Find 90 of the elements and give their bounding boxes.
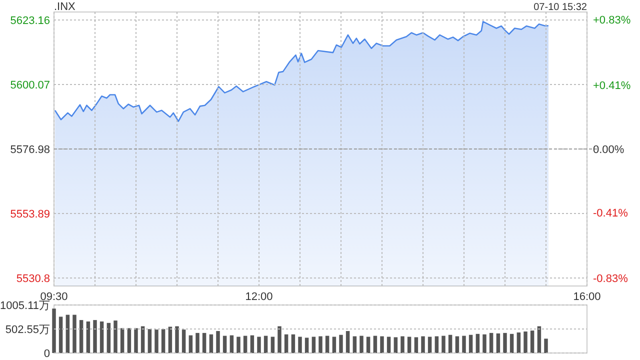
bar [188, 335, 193, 353]
bar [442, 336, 446, 353]
bar [278, 326, 282, 353]
bar [516, 332, 521, 353]
bar [58, 316, 63, 353]
bar [332, 336, 336, 353]
y2-tick-label: +0.83% [593, 14, 631, 27]
y2-tick-label: -0.83% [593, 273, 628, 286]
bar [530, 330, 534, 353]
bar [503, 332, 507, 353]
bar [72, 314, 76, 353]
y-tick-label: 5530.8 [16, 272, 50, 285]
bar [537, 326, 542, 353]
bar [339, 334, 343, 353]
bar [394, 337, 398, 353]
bar [161, 329, 166, 353]
bar [476, 334, 480, 353]
bar [360, 336, 364, 353]
annotation: 07-10 15:32 [534, 2, 588, 13]
bar [318, 336, 322, 353]
bar [482, 334, 486, 353]
bar [134, 328, 138, 353]
chart-title: .INX [54, 1, 76, 13]
bar [148, 329, 152, 353]
bar [202, 332, 206, 353]
bar [468, 334, 473, 353]
bar [407, 336, 412, 353]
bar [140, 326, 145, 353]
y-tick-label: 5553.89 [10, 208, 50, 220]
bar [250, 335, 254, 353]
bar [196, 332, 200, 353]
bar [544, 338, 548, 353]
bar [346, 331, 350, 353]
bar [100, 321, 104, 353]
bar [114, 320, 118, 353]
y-tick-label: 5600.07 [10, 79, 50, 92]
bar [243, 336, 248, 353]
bar [86, 321, 90, 353]
y-tick-label: 5623.16 [10, 14, 50, 27]
bar [400, 336, 404, 353]
bar [127, 328, 132, 353]
bar [209, 334, 214, 353]
bar [52, 308, 56, 353]
bar [312, 336, 316, 353]
bar [510, 334, 514, 353]
bar [428, 336, 432, 353]
bar [168, 326, 172, 353]
bar [175, 326, 179, 353]
y-tick-label: 502.55万 [5, 324, 50, 336]
bar [524, 332, 528, 353]
bar [462, 336, 466, 353]
bar [434, 336, 439, 353]
bar [366, 336, 370, 353]
y-tick-label: 5576.98 [10, 144, 50, 156]
bar [496, 333, 500, 353]
bar [421, 336, 425, 353]
bar [120, 328, 124, 353]
y-tick-label: 0 [44, 348, 50, 360]
bar [270, 336, 275, 353]
bar [291, 334, 296, 353]
y-tick-label: 1005.11万 [0, 300, 50, 312]
y2-tick-label: 0.00% [593, 144, 624, 156]
bar [284, 334, 288, 353]
bar [455, 336, 460, 353]
bar [257, 336, 261, 353]
bar [106, 322, 111, 353]
bar [264, 336, 268, 353]
x-tick-label: 12:00 [245, 291, 273, 303]
bar [386, 336, 391, 353]
bar [182, 330, 186, 353]
bar [298, 336, 302, 353]
bar [448, 334, 452, 353]
y2-tick-label: -0.41% [593, 208, 628, 220]
bar [304, 338, 309, 353]
bar [352, 336, 357, 353]
bar [414, 337, 418, 353]
bar [154, 330, 158, 353]
bar [236, 336, 240, 353]
bar [230, 335, 234, 353]
bar [380, 336, 384, 353]
y2-tick-label: +0.41% [593, 80, 631, 92]
bar [216, 331, 220, 353]
bar [373, 336, 378, 353]
bar [66, 314, 70, 353]
bar [222, 336, 227, 353]
bar [79, 320, 84, 353]
bar [93, 320, 97, 353]
x-tick-label: 16:00 [573, 291, 601, 303]
bar [489, 332, 494, 353]
bar [325, 336, 330, 353]
